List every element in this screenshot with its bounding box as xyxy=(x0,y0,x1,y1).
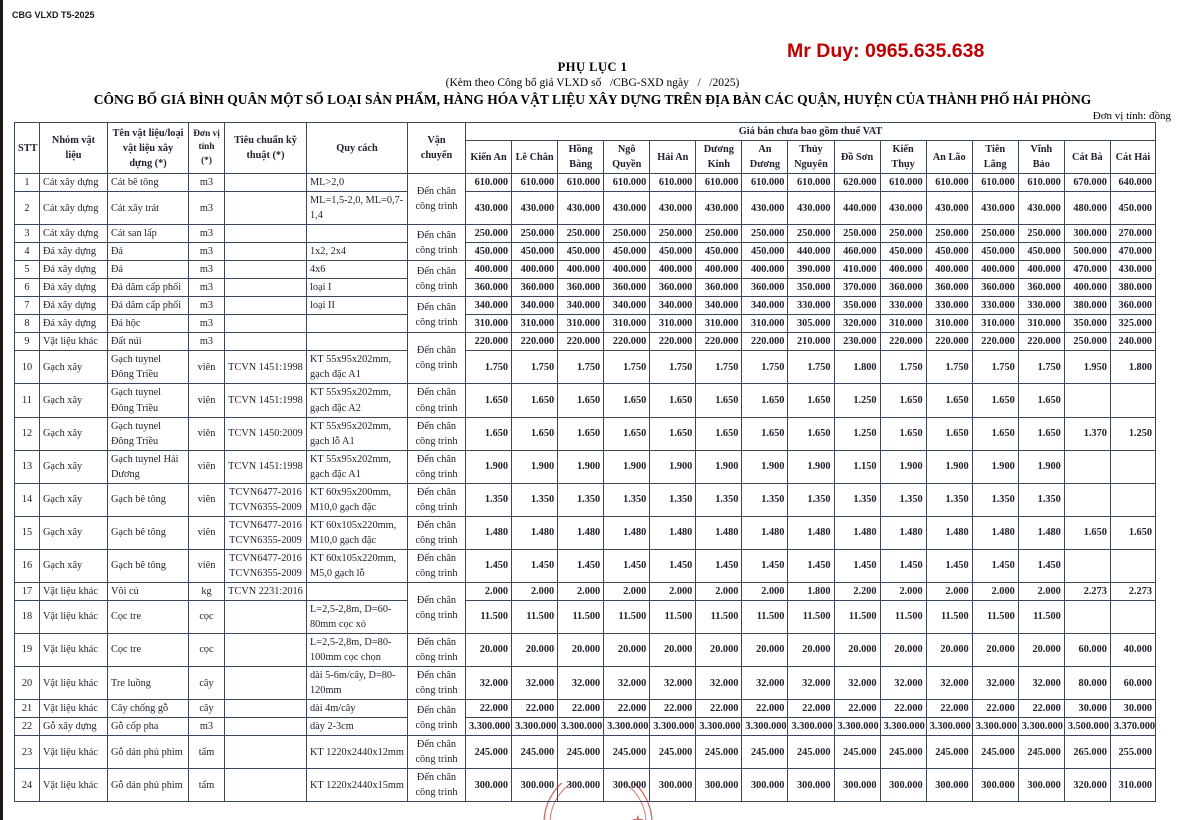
svg-text:★: ★ xyxy=(632,813,644,820)
